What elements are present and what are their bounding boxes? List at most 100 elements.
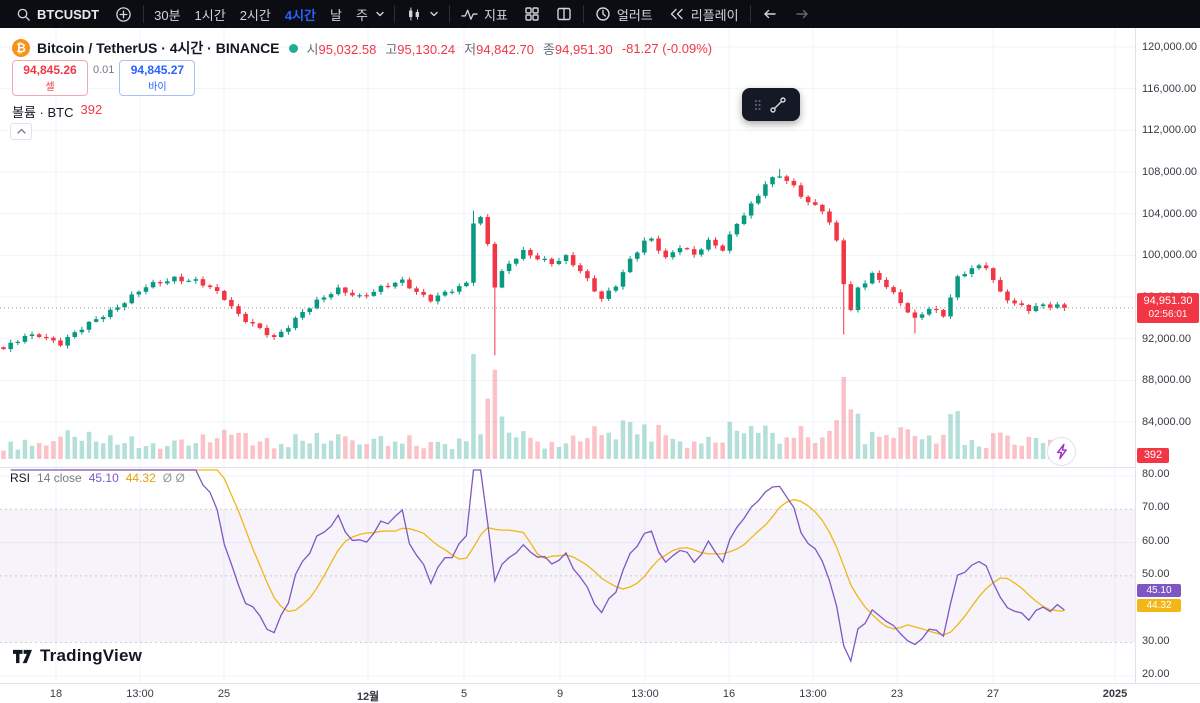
instant-order-lightning-button[interactable] <box>1047 437 1076 466</box>
candle-body <box>656 238 661 251</box>
candle-body <box>165 281 170 284</box>
chart-title[interactable]: Bitcoin / TetherUS · 4시간 · BINANCE <box>37 40 280 56</box>
candle-body <box>264 327 270 336</box>
candle-body <box>855 287 861 311</box>
volume-legend[interactable]: 볼륨 · BTC 392 <box>12 102 102 121</box>
volume-bar <box>328 440 334 459</box>
chart-style-button[interactable] <box>398 2 446 26</box>
volume-bar <box>492 369 498 459</box>
candle-body <box>713 239 718 246</box>
candle-body <box>976 265 982 269</box>
chart-legend: ₿ Bitcoin / TetherUS · 4시간 · BINANCE 시95… <box>12 38 712 58</box>
volume-bar <box>8 441 13 459</box>
time-axis-label: 27 <box>986 688 1000 700</box>
price-axis-label: 120,000.00 <box>1142 41 1198 53</box>
candle-body <box>449 291 455 293</box>
sell-button[interactable]: 94,845.26 셀 <box>12 60 88 96</box>
candle-body <box>606 290 612 299</box>
candle-body <box>684 248 690 250</box>
candle-body <box>599 291 604 299</box>
candle-body <box>400 279 405 283</box>
volume-bar <box>834 420 839 459</box>
volume-bar <box>542 448 547 459</box>
lightning-bolt-icon <box>1054 443 1069 460</box>
rsi-pane-svg[interactable] <box>0 467 1135 683</box>
interval-day[interactable]: 날 <box>330 7 342 23</box>
price-chart-svg[interactable] <box>0 28 1135 467</box>
candle-body <box>243 313 248 322</box>
alert-button[interactable]: 얼러트 <box>587 2 661 26</box>
buy-button[interactable]: 94,845.27 바이 <box>119 60 196 96</box>
volume-bar <box>115 444 120 459</box>
trendline-tool-icon[interactable] <box>768 95 788 115</box>
market-status-dot[interactable] <box>288 43 298 53</box>
last-price-badge: 94,951.30 02:56:01 <box>1137 293 1199 323</box>
candle-body <box>570 255 576 266</box>
volume-bar <box>563 443 569 459</box>
candle-body <box>385 285 391 288</box>
low-label: 저 <box>464 41 477 57</box>
candle-body <box>435 295 441 302</box>
interval-1h[interactable]: 1시간 <box>194 7 226 23</box>
candle-body <box>563 255 569 261</box>
volume-bar <box>278 444 284 459</box>
candle-body <box>549 258 555 264</box>
volume-bar <box>699 443 704 459</box>
rsi-legend[interactable]: RSI 14 close 45.10 44.32 Ø Ø <box>10 471 185 485</box>
candle-body <box>955 276 960 298</box>
tradingview-watermark[interactable]: TradingView <box>12 646 142 666</box>
volume-bar <box>464 441 469 459</box>
floating-drawing-toolbar[interactable] <box>742 88 800 121</box>
candle-body <box>250 321 256 324</box>
candle-body <box>492 243 498 288</box>
indicators-pulse-icon <box>461 7 478 22</box>
replay-button[interactable]: 리플레이 <box>661 2 747 26</box>
price-axis[interactable]: 94,951.30 02:56:01 392 45.10 44.32 120,0… <box>1135 28 1200 683</box>
toolbar-separator <box>448 5 450 23</box>
drag-handle-dots-icon[interactable] <box>754 98 761 112</box>
indicators-button[interactable]: 지표 <box>453 2 516 26</box>
volume-bar <box>122 443 127 459</box>
volume-bar <box>656 424 661 459</box>
volume-bar <box>713 442 718 459</box>
candle-body <box>862 283 868 288</box>
candle-body <box>1012 300 1017 304</box>
time-axis[interactable]: 18 13:00 25 12월 5 9 13:00 16 13:00 23 27 2025 <box>0 683 1200 703</box>
volume-bar <box>400 443 405 459</box>
volume-bar <box>570 435 576 459</box>
price-axis-label: 100,000.00 <box>1142 249 1198 262</box>
candle-body <box>371 291 377 296</box>
rsi-axis-label: 20.00 <box>1142 667 1170 680</box>
candle-body <box>513 258 519 264</box>
undo-button[interactable] <box>754 2 786 26</box>
legend-collapse-button[interactable] <box>10 123 32 140</box>
interval-30m[interactable]: 30분 <box>154 7 181 23</box>
interval-2h[interactable]: 2시간 <box>239 7 271 23</box>
symbol-search-button[interactable]: BTCUSDT <box>8 2 107 26</box>
add-symbol-button[interactable] <box>107 2 140 26</box>
volume-bar <box>485 398 490 459</box>
candle-body <box>1005 291 1010 301</box>
sell-label: 셀 <box>45 82 55 93</box>
interval-4h[interactable]: 4시간 <box>284 7 316 23</box>
candle-body <box>677 248 683 253</box>
volume-bar <box>300 440 305 459</box>
toolbar-separator <box>143 5 145 23</box>
sell-price: 94,845.26 <box>23 63 77 77</box>
candle-body <box>791 180 797 186</box>
candle-body <box>157 282 163 284</box>
interval-week[interactable]: 주 <box>349 2 391 26</box>
redo-button[interactable] <box>786 2 818 26</box>
last-price-value: 94,951.30 <box>1143 295 1193 307</box>
volume-bar <box>364 444 369 459</box>
replay-rewind-icon <box>669 7 685 21</box>
candle-body <box>499 271 505 288</box>
volume-bar <box>528 437 533 459</box>
compare-button[interactable] <box>516 2 548 26</box>
layout-grid-button[interactable] <box>548 2 580 26</box>
candle-body <box>706 239 711 250</box>
time-axis-label: 13:00 <box>631 688 659 700</box>
candle-body <box>8 342 13 350</box>
volume-bar <box>29 445 35 459</box>
volume-bar <box>763 425 768 459</box>
